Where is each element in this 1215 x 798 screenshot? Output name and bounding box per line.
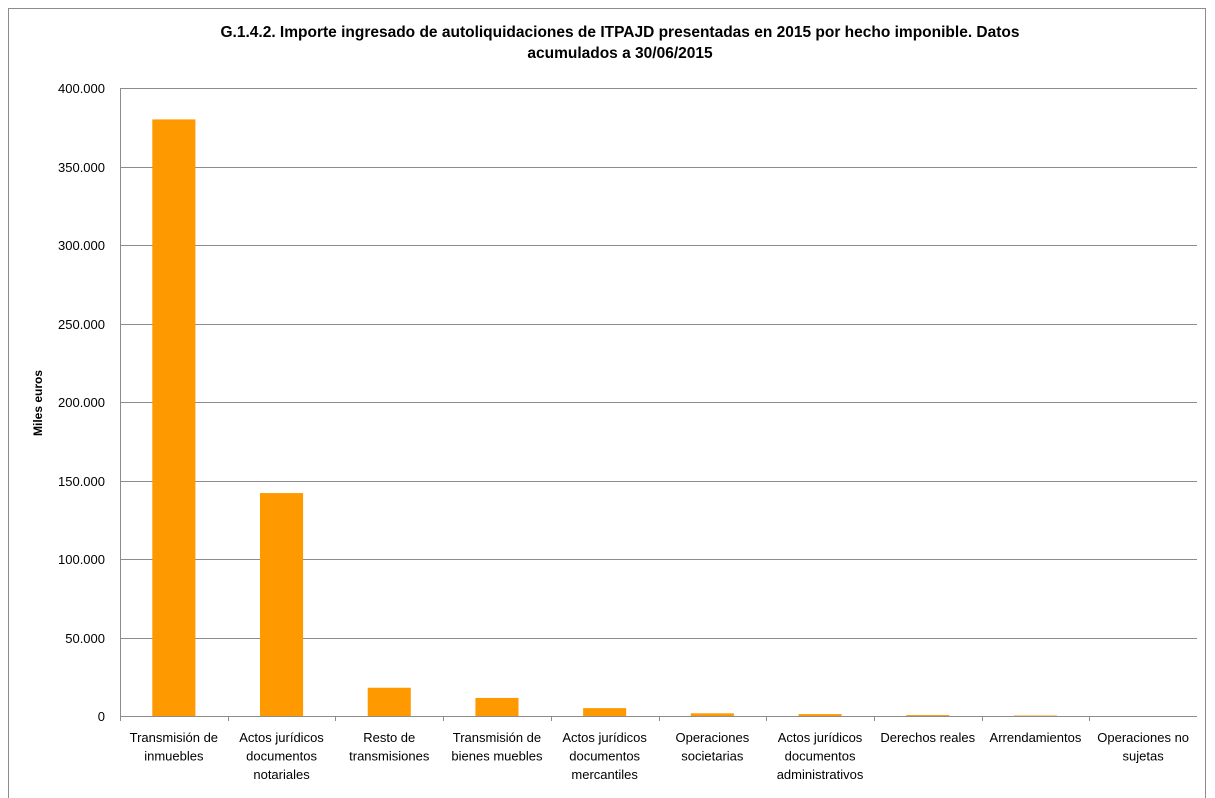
y-tick-label: 0 — [98, 709, 105, 724]
x-tick-label: societarias — [681, 749, 744, 764]
bar — [906, 715, 949, 716]
x-tick-label: Derechos reales — [880, 730, 975, 745]
y-tick-label: 400.000 — [58, 81, 105, 96]
y-tick-label: 150.000 — [58, 474, 105, 489]
y-tick-label: 200.000 — [58, 395, 105, 410]
bars — [152, 119, 1057, 716]
x-tick-label: Actos jurídicos — [778, 730, 863, 745]
x-tick-label: Operaciones no — [1097, 730, 1189, 745]
x-tick-label: Transmisión de — [130, 730, 218, 745]
bar — [799, 714, 842, 716]
bar — [475, 698, 518, 716]
x-tick-label: Operaciones — [675, 730, 749, 745]
x-tick-label: inmuebles — [144, 749, 204, 764]
labels: 0 50.000 100.000 150.000 200.000 250.000 300.0… — [58, 81, 1189, 782]
x-tick-label: documentos — [569, 749, 640, 764]
y-tick-label: 100.000 — [58, 552, 105, 567]
x-tick-label: Arrendamientos — [990, 730, 1082, 745]
x-tick-label: transmisiones — [349, 749, 430, 764]
bar — [368, 688, 411, 716]
bar — [260, 493, 303, 716]
x-tick-label: documentos — [246, 749, 317, 764]
bar — [691, 713, 734, 716]
x-tick-label: sujetas — [1123, 749, 1165, 764]
x-tick-label: Actos jurídicos — [562, 730, 647, 745]
x-tick-label: notariales — [253, 767, 310, 782]
y-tick-label: 300.000 — [58, 238, 105, 253]
y-tick-label: 50.000 — [65, 631, 105, 646]
bar — [583, 708, 626, 716]
y-axis-title: Miles euros — [31, 370, 45, 436]
x-tick-label: bienes muebles — [451, 749, 543, 764]
y-tick-label: 350.000 — [58, 160, 105, 175]
x-tick-label: mercantiles — [571, 767, 638, 782]
y-tick-label: 250.000 — [58, 317, 105, 332]
x-tick-label: Resto de — [363, 730, 415, 745]
x-tick-label: administrativos — [777, 767, 864, 782]
x-tick-label: Actos jurídicos — [239, 730, 324, 745]
x-tick-label: Transmisión de — [453, 730, 541, 745]
bar — [152, 119, 195, 716]
x-tick-label: documentos — [785, 749, 856, 764]
